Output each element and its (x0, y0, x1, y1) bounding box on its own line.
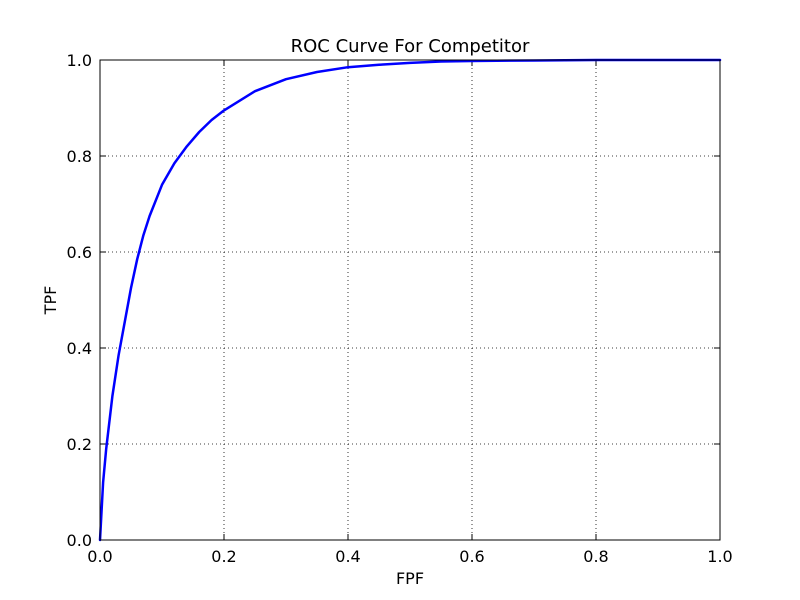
y-tick-label: 0.0 (67, 531, 92, 550)
x-tick-label: 1.0 (707, 547, 732, 566)
y-tick-label: 0.2 (67, 435, 92, 454)
roc-curve-line (98, 58, 722, 542)
plot-frame (99, 59, 721, 541)
plot-area (98, 58, 722, 542)
x-axis-label: FPF (396, 569, 424, 588)
x-tick-label: 0.2 (211, 547, 236, 566)
y-tick-label: 1.0 (67, 51, 92, 70)
grid (99, 59, 721, 541)
chart-title: ROC Curve For Competitor (291, 36, 530, 57)
x-tick-label: 0.8 (583, 547, 608, 566)
y-tick-label: 0.8 (67, 147, 92, 166)
y-axis-label: TPF (41, 286, 60, 316)
y-tick-label: 0.6 (67, 243, 92, 262)
ticks: 0.0 0.2 0.4 0.6 0.8 1.0 0.0 0.2 0.4 0.6 0.8 1.0 (67, 51, 733, 566)
y-tick-label: 0.4 (67, 339, 92, 358)
x-tick-label: 0.6 (459, 547, 484, 566)
x-tick-label: 0.4 (335, 547, 360, 566)
x-tick-label: 0.0 (87, 547, 112, 566)
